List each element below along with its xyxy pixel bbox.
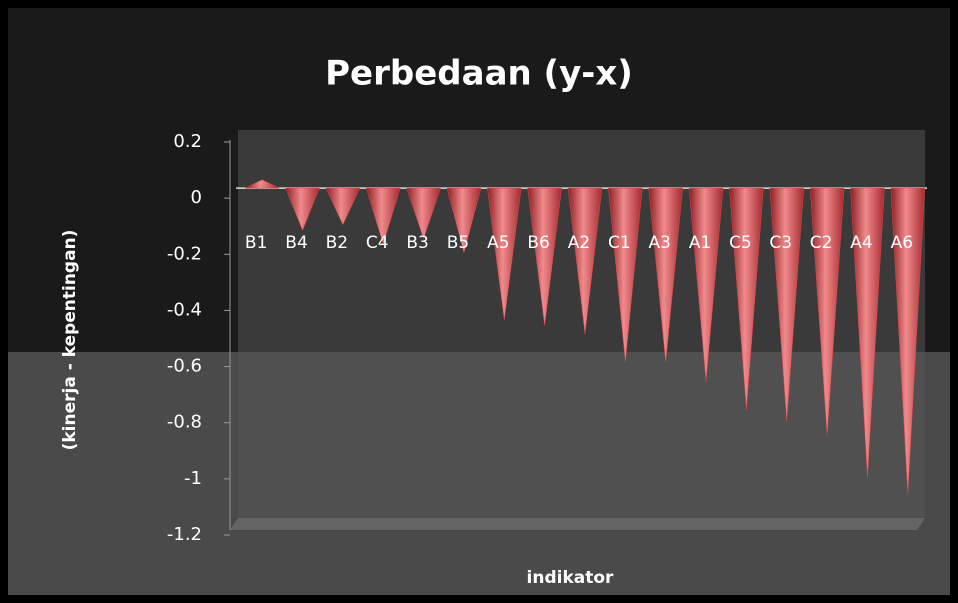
x-tick-label: B5 xyxy=(447,233,469,253)
y-tick-label: -0.6 xyxy=(167,356,202,377)
x-tick-label: B2 xyxy=(326,233,348,253)
chart: Perbedaan (y-x) indikator (kinerja - kep… xyxy=(0,0,958,603)
x-tick-label: A6 xyxy=(891,233,913,253)
y-tick-label: 0.2 xyxy=(173,131,202,152)
y-tick-label: -0.8 xyxy=(167,412,202,433)
x-tick-label: C5 xyxy=(729,233,752,253)
x-tick-label: A2 xyxy=(568,233,590,253)
y-axis-title: (kinerja - kepentingan) xyxy=(60,230,80,451)
x-axis-title: indikator xyxy=(527,568,615,588)
y-tick-label: -1.2 xyxy=(167,524,202,545)
x-tick-label: A5 xyxy=(487,233,509,253)
x-tick-label: A1 xyxy=(689,233,711,253)
y-tick-label: 0 xyxy=(191,187,202,208)
x-tick-label: B1 xyxy=(245,233,267,253)
x-tick-label: C4 xyxy=(366,233,389,253)
x-tick-label: B3 xyxy=(406,233,428,253)
x-tick-label: C2 xyxy=(810,233,833,253)
page: {"chart_data": {"type": "cone", "title":… xyxy=(0,0,958,603)
x-tick-label: C1 xyxy=(608,233,631,253)
x-tick-label: A4 xyxy=(850,233,872,253)
floor xyxy=(230,518,925,530)
x-tick-label: C3 xyxy=(769,233,792,253)
x-tick-label: A3 xyxy=(648,233,670,253)
chart-title: Perbedaan (y-x) xyxy=(325,54,633,94)
x-tick-label: B4 xyxy=(285,233,307,253)
y-tick-label: -0.4 xyxy=(167,299,202,320)
x-tick-label: B6 xyxy=(527,233,549,253)
y-tick-label: -1 xyxy=(184,468,202,489)
y-tick-label: -0.2 xyxy=(167,243,202,264)
